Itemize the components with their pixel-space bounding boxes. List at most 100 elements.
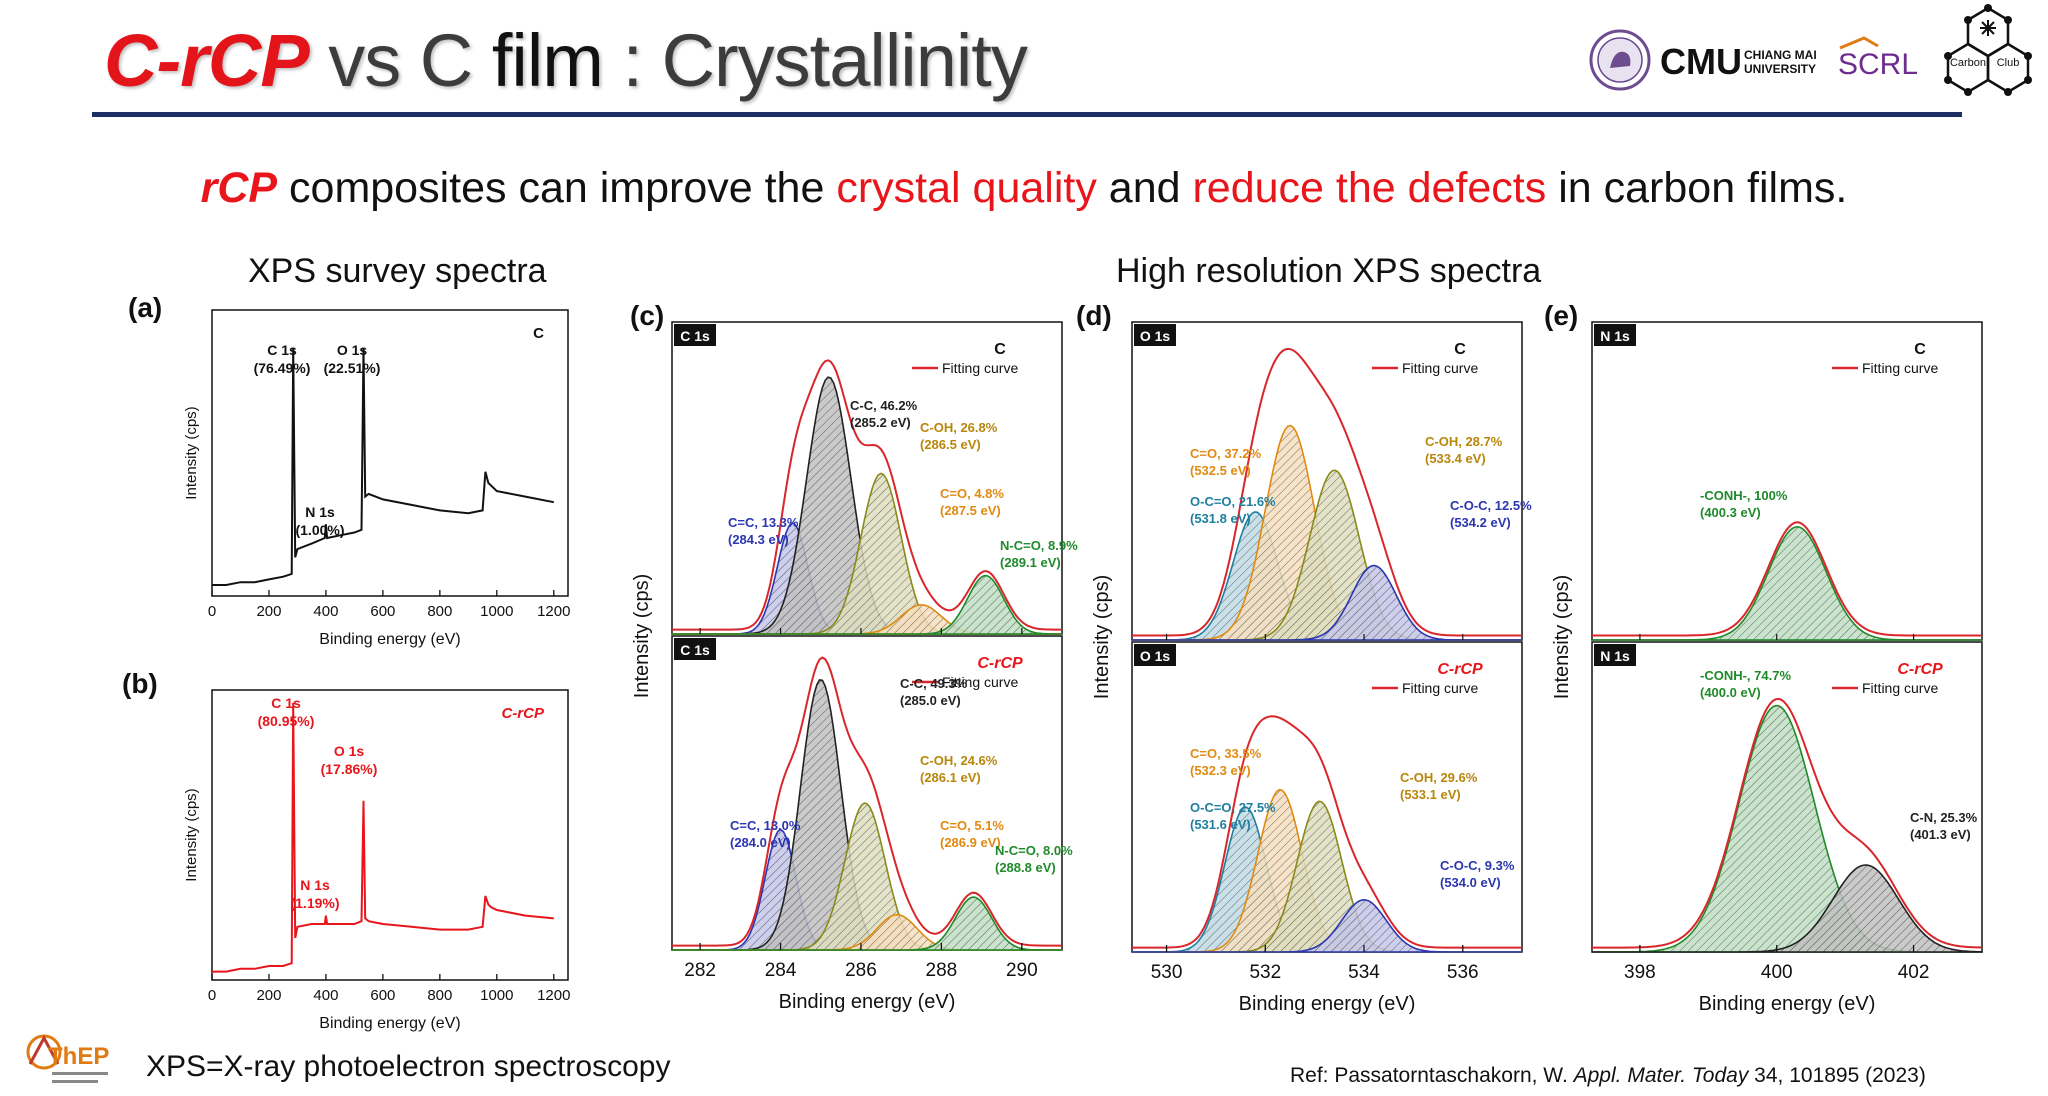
headline-statement: rCP composites can improve the crystal q… bbox=[0, 164, 2048, 213]
survey-section-title: XPS survey spectra bbox=[248, 252, 547, 290]
x-tick-label: 398 bbox=[1624, 962, 1656, 983]
legend-label: C bbox=[1914, 341, 1926, 358]
x-tick-label: 200 bbox=[256, 603, 281, 620]
x-tick-label: 286 bbox=[845, 960, 877, 981]
fitting-curve bbox=[1592, 521, 1982, 637]
y-axis-label: Intensity (cps) bbox=[1091, 575, 1113, 699]
thep-logo: ThEP bbox=[26, 1034, 109, 1083]
legend-label: C-rCP bbox=[1897, 661, 1943, 678]
scrl-logo-mark bbox=[1839, 36, 1879, 50]
x-tick-label: 400 bbox=[1761, 962, 1793, 983]
fitted-peak bbox=[1132, 564, 1522, 641]
peak-annotation: O 1s bbox=[337, 342, 368, 358]
region-tag-label: O 1s bbox=[1140, 328, 1171, 344]
x-tick-label: 536 bbox=[1447, 962, 1479, 983]
scrl-logo: SCRL bbox=[1838, 48, 1918, 81]
headline-text: in carbon films. bbox=[1546, 164, 1848, 212]
x-axis-label: Binding energy (eV) bbox=[319, 631, 460, 648]
plot-frame bbox=[211, 689, 569, 981]
y-axis-label: Intensity (cps) bbox=[183, 406, 200, 499]
peak-label: -CONH-, 74.7% bbox=[1700, 668, 1791, 683]
peak-label: C-C, 46.2% bbox=[850, 398, 918, 413]
peak-label: N-C=O, 8.9% bbox=[1000, 538, 1078, 553]
headline-text: and bbox=[1096, 164, 1193, 212]
peak-label: C-OH, 28.7% bbox=[1425, 434, 1503, 449]
peak-label: C=O, 5.1% bbox=[940, 818, 1004, 833]
x-tick-label: 400 bbox=[313, 987, 338, 1004]
fitted-peak bbox=[1132, 898, 1522, 953]
cmu-logo-text: UNIVERSITY bbox=[1744, 62, 1816, 76]
x-tick-label: 530 bbox=[1151, 962, 1183, 983]
x-axis-label: Binding energy (eV) bbox=[1239, 993, 1416, 1015]
title-text: film bbox=[491, 19, 604, 102]
peak-annotation: (1.19%) bbox=[290, 895, 339, 911]
x-tick-label: 1200 bbox=[537, 987, 570, 1004]
region-tag-label: N 1s bbox=[1600, 648, 1630, 664]
panel-label-e: (e) bbox=[1544, 300, 1579, 331]
title-divider bbox=[92, 112, 1962, 117]
carbon-club-text: Carbon bbox=[1950, 57, 1986, 69]
x-tick-label: 1000 bbox=[480, 987, 513, 1004]
peak-label: C=C, 13.3% bbox=[728, 515, 799, 530]
y-axis-label: Intensity (cps) bbox=[631, 574, 653, 698]
fitting-curve bbox=[1592, 697, 1983, 949]
peak-label: C-OH, 26.8% bbox=[920, 420, 998, 435]
peak-label: C=O, 33.5% bbox=[1190, 746, 1262, 761]
peak-label: C-N, 25.3% bbox=[1910, 810, 1978, 825]
x-tick-label: 1000 bbox=[480, 603, 513, 620]
peak-label: C-C, 49.3% bbox=[900, 676, 968, 691]
x-tick-label: 290 bbox=[1006, 960, 1038, 981]
survey-spectrum-line bbox=[212, 702, 554, 973]
x-tick-label: 400 bbox=[313, 603, 338, 620]
fitting-curve bbox=[1132, 715, 1522, 949]
peak-label: (400.0 eV) bbox=[1700, 685, 1761, 700]
peak-annotation: C 1s bbox=[267, 342, 297, 358]
x-tick-label: 200 bbox=[256, 987, 281, 1004]
peak-label: (534.2 eV) bbox=[1450, 515, 1511, 530]
peak-label: -CONH-, 100% bbox=[1700, 488, 1788, 503]
headline-highlight: reduce the defects bbox=[1192, 164, 1547, 212]
peak-label: (532.5 eV) bbox=[1190, 463, 1251, 478]
x-tick-label: 0 bbox=[208, 603, 216, 620]
peak-label: (401.3 eV) bbox=[1910, 827, 1971, 842]
peak-label: C=O, 37.2% bbox=[1190, 446, 1262, 461]
legend-label: Fitting curve bbox=[1402, 680, 1478, 696]
x-tick-label: 284 bbox=[765, 960, 797, 981]
x-axis-label: Binding energy (eV) bbox=[1699, 993, 1876, 1015]
x-axis-label: Binding energy (eV) bbox=[319, 1015, 460, 1032]
carbon-club-text: Club bbox=[1997, 57, 2020, 69]
peak-label: C-OH, 29.6% bbox=[1400, 770, 1478, 785]
plot-frame bbox=[211, 309, 569, 597]
university-seal-logo bbox=[1589, 29, 1651, 91]
peak-label: (286.9 eV) bbox=[940, 835, 1001, 850]
region-tag-label: C 1s bbox=[680, 328, 710, 344]
peak-label: C=O, 4.8% bbox=[940, 486, 1004, 501]
fitting-curve bbox=[672, 656, 1062, 947]
fitted-peak bbox=[672, 574, 1062, 635]
peak-label: C=C, 13.0% bbox=[730, 818, 801, 833]
survey-spectrum-line bbox=[212, 347, 554, 586]
y-axis-label: Intensity (cps) bbox=[1551, 575, 1573, 699]
reference-text: Ref: Passatorntaschakorn, W. bbox=[1290, 1064, 1574, 1087]
peak-label: (285.2 eV) bbox=[850, 415, 911, 430]
peak-label: (531.6 eV) bbox=[1190, 817, 1251, 832]
peak-label: (534.0 eV) bbox=[1440, 875, 1501, 890]
x-tick-label: 1200 bbox=[537, 603, 570, 620]
title-text: : Crystallinity bbox=[602, 19, 1027, 102]
peak-annotation: N 1s bbox=[300, 877, 330, 893]
fitted-peak bbox=[672, 896, 1062, 951]
abbreviation-note: XPS=X-ray photoelectron spectroscopy bbox=[146, 1050, 671, 1083]
panel-label-d: (d) bbox=[1076, 300, 1112, 331]
fitting-curve bbox=[1132, 347, 1522, 637]
region-tag-label: N 1s bbox=[1600, 328, 1630, 344]
title-highlight: C-rCP bbox=[104, 19, 310, 102]
legend-label: Fitting curve bbox=[942, 674, 1018, 690]
peak-label: (400.3 eV) bbox=[1700, 505, 1761, 520]
headline-highlight: crystal quality bbox=[836, 164, 1097, 212]
x-tick-label: 532 bbox=[1249, 962, 1281, 983]
peak-label: (532.3 eV) bbox=[1190, 763, 1251, 778]
x-tick-label: 600 bbox=[370, 987, 395, 1004]
region-tag-label: C 1s bbox=[680, 642, 710, 658]
legend-label: Fitting curve bbox=[1402, 360, 1478, 376]
peak-label: (285.0 eV) bbox=[900, 693, 961, 708]
